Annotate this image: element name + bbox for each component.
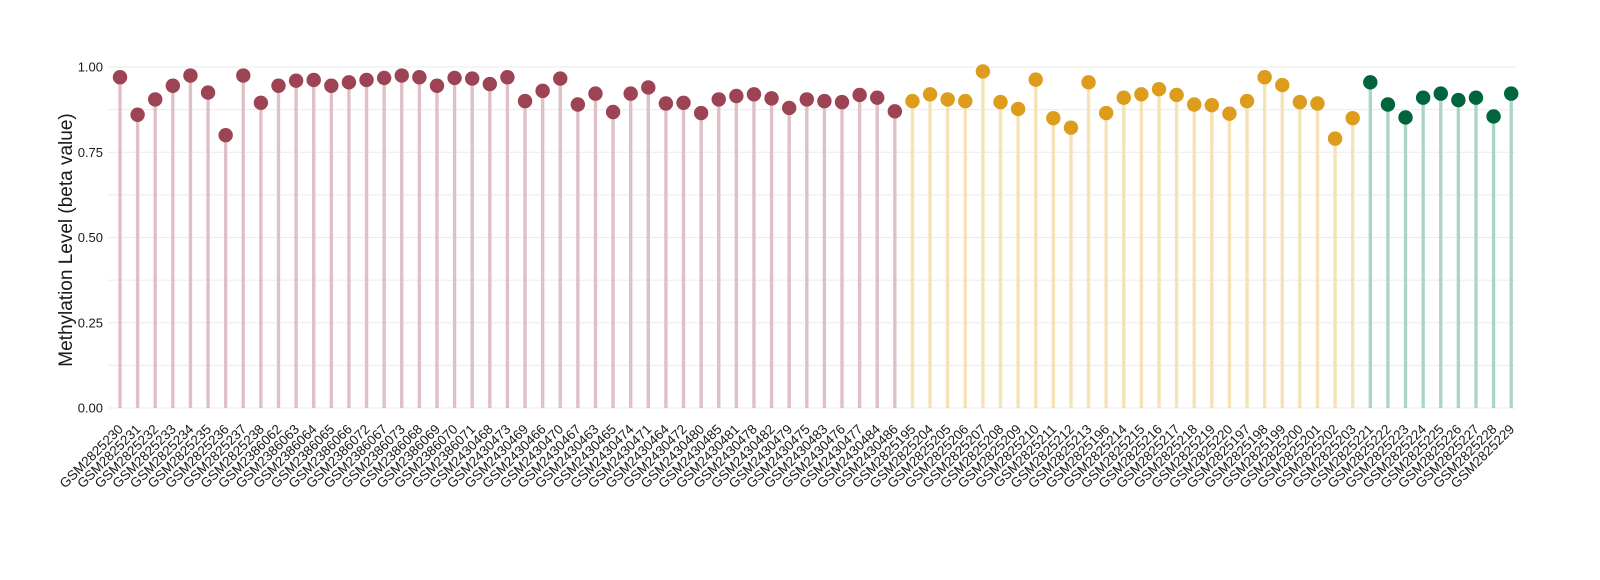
lollipop-stems bbox=[118, 71, 1513, 408]
lollipop-points bbox=[112, 64, 1519, 146]
y-tick-label: 0.00 bbox=[78, 401, 103, 416]
lollipop-point bbox=[1363, 75, 1378, 90]
lollipop-point bbox=[711, 92, 726, 107]
lollipop-point bbox=[1081, 75, 1096, 90]
lollipop-point bbox=[1345, 110, 1360, 126]
lollipop-point bbox=[1222, 106, 1237, 121]
lollipop-point bbox=[887, 104, 903, 119]
lollipop-point bbox=[1151, 81, 1167, 97]
lollipop-point bbox=[429, 78, 445, 93]
lollipop-point bbox=[465, 71, 480, 86]
lollipop-point bbox=[324, 78, 339, 93]
lollipop-point bbox=[412, 70, 427, 85]
lollipop-point bbox=[1098, 105, 1114, 121]
lollipop-point bbox=[394, 68, 409, 83]
lollipop-point bbox=[975, 64, 991, 79]
x-axis-ticks: GSM2825230GSM2825231GSM2825232GSM2825233… bbox=[57, 421, 1518, 491]
lollipop-point bbox=[746, 87, 762, 102]
lollipop-point bbox=[359, 72, 374, 88]
lollipop-point bbox=[165, 78, 181, 93]
y-tick-label: 0.50 bbox=[78, 230, 103, 245]
lollipop-point bbox=[1398, 110, 1413, 125]
lollipop-point bbox=[570, 97, 586, 112]
lollipop-point bbox=[517, 93, 533, 109]
lollipop-point bbox=[218, 128, 233, 143]
lollipop-point bbox=[676, 95, 691, 111]
lollipop-point bbox=[817, 93, 832, 109]
y-axis-label: Methylation Level (beta value) bbox=[56, 113, 77, 366]
lollipop-point bbox=[1063, 120, 1079, 135]
lollipop-point bbox=[1116, 90, 1131, 105]
y-axis-ticks: 0.00 0.25 0.50 0.75 1.00 bbox=[78, 60, 103, 416]
lollipop-point bbox=[271, 78, 286, 93]
lollipop-point bbox=[605, 104, 621, 120]
lollipop-point bbox=[1503, 86, 1519, 101]
lollipop-point bbox=[1275, 77, 1290, 93]
lollipop-point bbox=[1451, 92, 1466, 108]
lollipop-point bbox=[799, 92, 814, 107]
lollipop-point bbox=[905, 93, 920, 109]
lollipop-point bbox=[693, 105, 709, 121]
lollipop-point bbox=[922, 87, 938, 102]
lollipop-point bbox=[870, 90, 885, 105]
lollipop-point bbox=[183, 68, 198, 83]
lollipop-point bbox=[1415, 90, 1431, 105]
lollipop-point bbox=[1468, 90, 1484, 105]
lollipop-point bbox=[1169, 87, 1184, 103]
lollipop-point bbox=[958, 93, 973, 109]
lollipop-point bbox=[1010, 101, 1026, 117]
lollipop-point bbox=[1204, 97, 1220, 113]
lollipop-point bbox=[200, 85, 216, 100]
lollipop-point bbox=[1134, 87, 1149, 102]
lollipop-point bbox=[1028, 72, 1043, 87]
lollipop-point bbox=[834, 94, 850, 110]
lollipop-point bbox=[1046, 110, 1061, 126]
lollipop-point bbox=[764, 91, 779, 106]
lollipop-point bbox=[376, 70, 392, 86]
y-tick-label: 1.00 bbox=[78, 60, 103, 75]
lollipop-point bbox=[658, 96, 674, 111]
lollipop-point bbox=[1486, 109, 1501, 124]
lollipop-point bbox=[288, 73, 304, 88]
lollipop-point bbox=[1257, 70, 1272, 85]
lollipop-point bbox=[148, 92, 163, 107]
lollipop-point bbox=[253, 95, 269, 111]
lollipop-point bbox=[781, 100, 797, 116]
lollipop-point bbox=[447, 70, 462, 86]
lollipop-point bbox=[553, 71, 568, 86]
lollipop-point bbox=[993, 94, 1008, 110]
lollipop-point bbox=[236, 68, 251, 83]
lollipop-point bbox=[482, 76, 498, 92]
lollipop-point bbox=[1239, 93, 1255, 109]
y-tick-label: 0.75 bbox=[78, 145, 103, 160]
lollipop-point bbox=[623, 86, 638, 101]
lollipop-point bbox=[1327, 131, 1343, 146]
gridlines bbox=[108, 66, 1516, 409]
lollipop-point bbox=[341, 75, 357, 90]
lollipop-point bbox=[535, 83, 550, 99]
lollipop-point bbox=[1310, 96, 1325, 111]
lollipop-point bbox=[500, 70, 515, 85]
lollipop-point bbox=[112, 70, 128, 85]
lollipop-point bbox=[306, 72, 321, 88]
y-tick-label: 0.25 bbox=[78, 315, 103, 330]
lollipop-point bbox=[641, 80, 656, 95]
lollipop-point bbox=[130, 107, 145, 122]
lollipop-point bbox=[1433, 86, 1448, 101]
lollipop-point bbox=[1292, 94, 1308, 110]
lollipop-point bbox=[1187, 97, 1202, 112]
lollipop-point bbox=[729, 88, 744, 104]
lollipop-point bbox=[1380, 97, 1396, 112]
lollipop-point bbox=[588, 86, 603, 101]
lollipop-point bbox=[940, 92, 955, 107]
lollipop-point bbox=[852, 87, 867, 103]
